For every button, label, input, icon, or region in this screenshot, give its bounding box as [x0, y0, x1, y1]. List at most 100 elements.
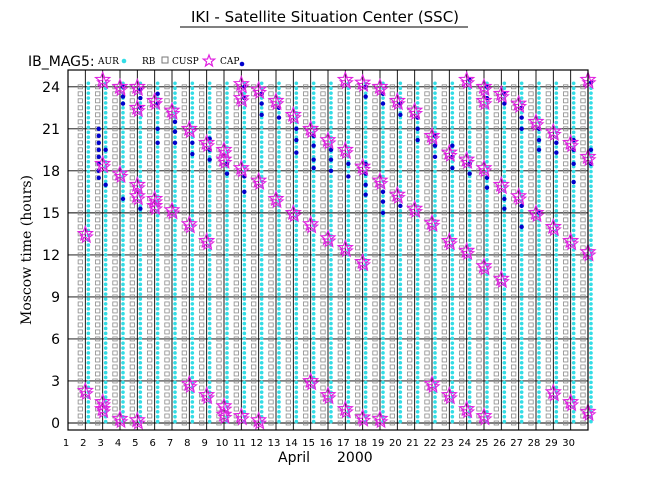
aurora-point	[277, 145, 281, 149]
aurora-point	[121, 395, 125, 399]
cusp-point	[251, 91, 257, 97]
cusp-point	[337, 224, 343, 230]
cusp-point	[77, 196, 83, 202]
aurora-point	[450, 375, 455, 380]
x-tick-label: 22	[424, 438, 437, 449]
aurora-point	[138, 409, 143, 414]
aurora-point	[571, 370, 576, 375]
cusp-point	[251, 105, 257, 111]
cusp-point	[511, 175, 517, 181]
aurora-point	[450, 326, 455, 331]
cusp-point	[216, 364, 222, 370]
aurora-point	[259, 282, 264, 287]
cusp-point	[459, 308, 465, 314]
cusp-point	[285, 266, 291, 272]
cusp-point	[355, 196, 361, 202]
aurora-point	[554, 277, 559, 282]
aurora-point	[225, 223, 229, 228]
aurora-point	[467, 213, 472, 218]
cusp-point	[147, 217, 153, 223]
cap-star	[353, 252, 372, 270]
cap-star	[78, 228, 94, 244]
aurora-point	[138, 292, 143, 296]
cap-star	[512, 191, 528, 206]
cusp-point	[337, 273, 343, 279]
blue-point	[96, 147, 101, 153]
aurora-point	[415, 405, 420, 409]
aurora-point	[415, 233, 420, 238]
aurora-point	[294, 360, 299, 365]
aurora-point	[103, 174, 108, 179]
aurora-point	[589, 199, 593, 203]
cusp-point	[407, 357, 413, 363]
aurora-point	[329, 218, 333, 223]
aurora-point	[121, 267, 125, 272]
cusp-point	[95, 315, 101, 321]
aurora-point	[571, 267, 576, 272]
aurora-point	[86, 292, 91, 296]
aurora-point	[86, 155, 91, 159]
aurora-point	[173, 243, 177, 247]
cusp-point	[129, 406, 135, 412]
aurora-point	[121, 365, 125, 370]
cusp-point	[129, 322, 135, 328]
cusp-point	[476, 252, 482, 258]
cusp-point	[77, 413, 83, 419]
aurora-point	[173, 400, 177, 404]
aurora-point	[346, 419, 351, 424]
cap-star	[267, 91, 285, 109]
aurora-point	[554, 243, 559, 247]
cusp-point	[493, 378, 499, 384]
cusp-point	[268, 133, 274, 139]
cusp-point	[147, 364, 153, 370]
aurora-point	[86, 331, 91, 336]
aurora-point	[415, 189, 420, 193]
cap-star	[388, 185, 407, 202]
cusp-point	[407, 112, 413, 118]
aurora-point	[381, 400, 385, 404]
cap-star	[581, 406, 597, 422]
cusp-point	[528, 154, 534, 160]
cusp-point	[355, 308, 361, 314]
aurora-point	[433, 233, 437, 238]
aurora-point	[363, 243, 368, 247]
aurora-point	[173, 155, 177, 159]
cusp-point	[545, 301, 551, 307]
cusp-point	[147, 280, 153, 286]
aurora-point	[381, 228, 385, 233]
aurora-point	[450, 140, 455, 144]
cusp-point	[199, 259, 205, 265]
aurora-point	[86, 179, 91, 184]
aurora-point	[433, 375, 437, 380]
aurora-point	[398, 150, 403, 154]
aurora-point	[571, 130, 576, 135]
cusp-point	[476, 357, 482, 363]
aurora-point	[346, 184, 351, 189]
aurora-point	[311, 360, 316, 365]
cusp-point	[389, 133, 395, 139]
aurora-point	[121, 106, 125, 110]
cusp-point	[493, 392, 499, 398]
aurora-point	[138, 150, 143, 154]
cusp-point	[181, 420, 187, 426]
aurora-point	[225, 115, 229, 120]
aurora-point	[571, 331, 576, 336]
cusp-point	[285, 343, 291, 349]
aurora-point	[329, 287, 333, 292]
cusp-point	[77, 399, 83, 405]
cusp-point	[77, 91, 83, 97]
cusp-point	[407, 266, 413, 272]
blue-point	[190, 151, 195, 157]
aurora-point	[311, 213, 316, 218]
cusp-point	[268, 294, 274, 300]
cusp-point	[129, 245, 135, 251]
aurora-point	[415, 248, 420, 252]
cusp-point	[77, 294, 83, 300]
cusp-point	[199, 175, 205, 181]
aurora-point	[329, 258, 333, 262]
cusp-point	[389, 154, 395, 160]
cusp-point	[459, 392, 465, 398]
cusp-point	[285, 294, 291, 300]
legend: AUR RB CUSP CAP	[97, 53, 245, 68]
aurora-point	[173, 86, 177, 91]
